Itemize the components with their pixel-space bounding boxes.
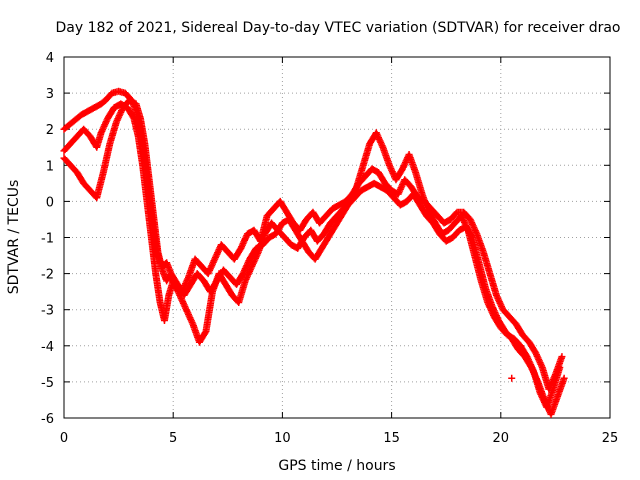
y-tick-label: -5 bbox=[41, 376, 54, 391]
track-c-marker bbox=[560, 374, 568, 382]
y-tick-label: -3 bbox=[41, 304, 54, 319]
y-tick-label: 4 bbox=[46, 51, 54, 66]
x-tick-labels: 0 5 10 15 20 25 bbox=[60, 431, 618, 446]
x-tick-label: 15 bbox=[383, 431, 400, 446]
outlier-marker bbox=[508, 374, 516, 382]
y-tick-label: 3 bbox=[46, 87, 54, 102]
x-tick-label: 10 bbox=[274, 431, 291, 446]
x-tick-label: 0 bbox=[60, 431, 68, 446]
y-tick-labels: -6 -5 -4 -3 -2 -1 0 1 2 3 4 bbox=[41, 51, 54, 427]
y-tick-label: 0 bbox=[46, 195, 54, 210]
y-tick-label: -4 bbox=[41, 340, 54, 355]
y-tick-label: -6 bbox=[41, 412, 54, 427]
y-tick-label: -1 bbox=[41, 232, 54, 247]
track-b-marker bbox=[556, 363, 564, 371]
y-axis-label: SDTVAR / TECUs bbox=[6, 180, 22, 295]
data-points bbox=[60, 87, 568, 418]
x-tick-label: 5 bbox=[169, 431, 177, 446]
x-tick-label: 25 bbox=[602, 431, 619, 446]
track-a-marker bbox=[558, 353, 566, 361]
y-tick-label: 2 bbox=[46, 123, 54, 138]
x-axis-label: GPS time / hours bbox=[278, 458, 395, 474]
y-tick-label: 1 bbox=[46, 159, 54, 174]
y-tick-label: -2 bbox=[41, 268, 54, 283]
chart-title: Day 182 of 2021, Sidereal Day-to-day VTE… bbox=[55, 20, 620, 36]
x-tick-label: 20 bbox=[493, 431, 510, 446]
